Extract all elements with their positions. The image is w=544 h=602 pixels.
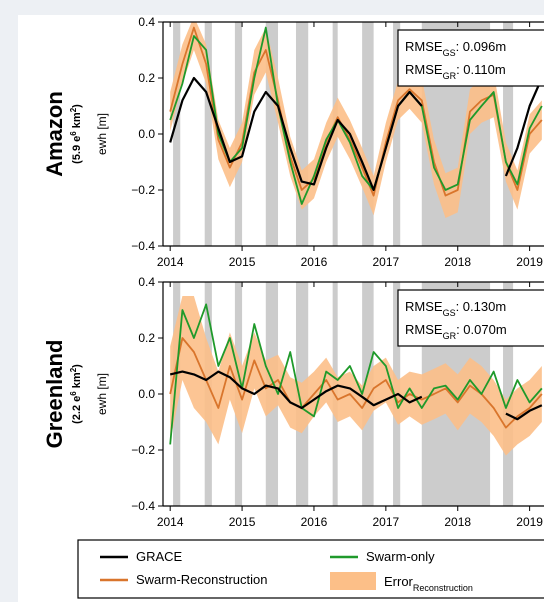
y-tick-label: 0.4: [138, 15, 155, 29]
x-tick-label: 2016: [301, 255, 328, 269]
region-area-part: ): [71, 104, 83, 108]
series-line: [169, 303, 543, 445]
error-band: [170, 296, 542, 456]
region-area-part: (2.2 e: [71, 396, 83, 424]
region-area: (5.9 e6 km2): [69, 104, 84, 164]
error-band: [170, 22, 542, 218]
y-axis-label: ewh [m]: [95, 113, 109, 155]
rmse-value: : 0.070m: [456, 322, 507, 337]
legend-swatch: [330, 572, 376, 590]
x-tick-label: 2014: [157, 515, 184, 529]
y-tick-label: 0.2: [138, 71, 155, 85]
rmse-value: : 0.096m: [456, 39, 507, 54]
rmse-box: [397, 29, 544, 87]
y-tick-label: −0.2: [131, 183, 155, 197]
region-area-part: 2: [69, 367, 78, 372]
missing-month-span: [173, 22, 181, 246]
rmse-label: RMSE: [405, 299, 443, 314]
rmse-value: : 0.110m: [456, 62, 506, 77]
legend-label: ErrorReconstruction: [384, 574, 473, 593]
rmse-value: : 0.130m: [456, 299, 507, 314]
x-tick-label: 2018: [444, 255, 471, 269]
legend-band-name: Error: [384, 574, 414, 589]
y-tick-label: 0.0: [138, 127, 155, 141]
missing-month-span: [393, 22, 401, 246]
rmse-text: RMSEGS: 0.096m: [405, 39, 506, 58]
rmse-sub: GR: [443, 331, 457, 341]
x-tick-label: 2015: [229, 515, 256, 529]
region-area-part: (5.9 e: [71, 136, 83, 164]
region-area-part: km: [71, 112, 83, 131]
y-tick-label: −0.2: [131, 443, 155, 457]
x-tick-label: 2017: [372, 515, 399, 529]
missing-month-span: [503, 22, 514, 246]
x-tick-label: 2019: [516, 255, 543, 269]
x-tick-label: 2018: [444, 515, 471, 529]
x-tick-label: 2015: [229, 255, 256, 269]
x-tick-label: 2014: [157, 255, 184, 269]
y-tick-label: 0.2: [138, 331, 155, 345]
rmse-label: RMSE: [405, 322, 443, 337]
missing-month-span: [362, 22, 374, 246]
series-line: [169, 76, 543, 192]
region-label: Amazon: [42, 91, 67, 177]
rmse-label: RMSE: [405, 62, 443, 77]
x-tick-label: 2016: [301, 515, 328, 529]
y-tick-label: 0.0: [138, 387, 155, 401]
series-line: [169, 26, 543, 205]
region-area-part: km: [71, 372, 83, 391]
y-tick-label: −0.4: [131, 499, 155, 513]
rmse-text: RMSEGR: 0.110m: [405, 62, 506, 81]
legend-label: Swarm-only: [366, 549, 435, 564]
rmse-label: RMSE: [405, 39, 443, 54]
y-axis-label: ewh [m]: [95, 373, 109, 415]
y-tick-label: 0.4: [138, 275, 155, 289]
region-area: (2.2 e6 km2): [69, 364, 84, 424]
missing-month-span: [204, 22, 212, 246]
region-area-part: 6: [69, 391, 78, 396]
series-line: [169, 26, 543, 197]
legend-box: [77, 539, 544, 599]
legend-label: GRACE: [136, 549, 183, 564]
region-area-part: 6: [69, 131, 78, 136]
missing-month-span: [503, 282, 514, 506]
legend-band-sub: Reconstruction: [413, 583, 473, 593]
rmse-sub: GR: [443, 71, 457, 81]
rmse-box: [397, 289, 544, 347]
region-label: Greenland: [42, 340, 67, 449]
series-line: [169, 370, 543, 421]
missing-month-span: [295, 22, 309, 246]
region-area-part: 2: [69, 107, 78, 112]
region-area-part: ): [71, 364, 83, 368]
rmse-sub: GS: [443, 48, 456, 58]
legend-label: Swarm-Reconstruction: [136, 572, 268, 587]
rmse-sub: GS: [443, 308, 456, 318]
x-tick-label: 2019: [516, 515, 543, 529]
rmse-text: RMSEGR: 0.070m: [405, 322, 507, 341]
x-tick-label: 2017: [372, 255, 399, 269]
rmse-text: RMSEGS: 0.130m: [405, 299, 506, 318]
y-tick-label: −0.4: [131, 239, 155, 253]
